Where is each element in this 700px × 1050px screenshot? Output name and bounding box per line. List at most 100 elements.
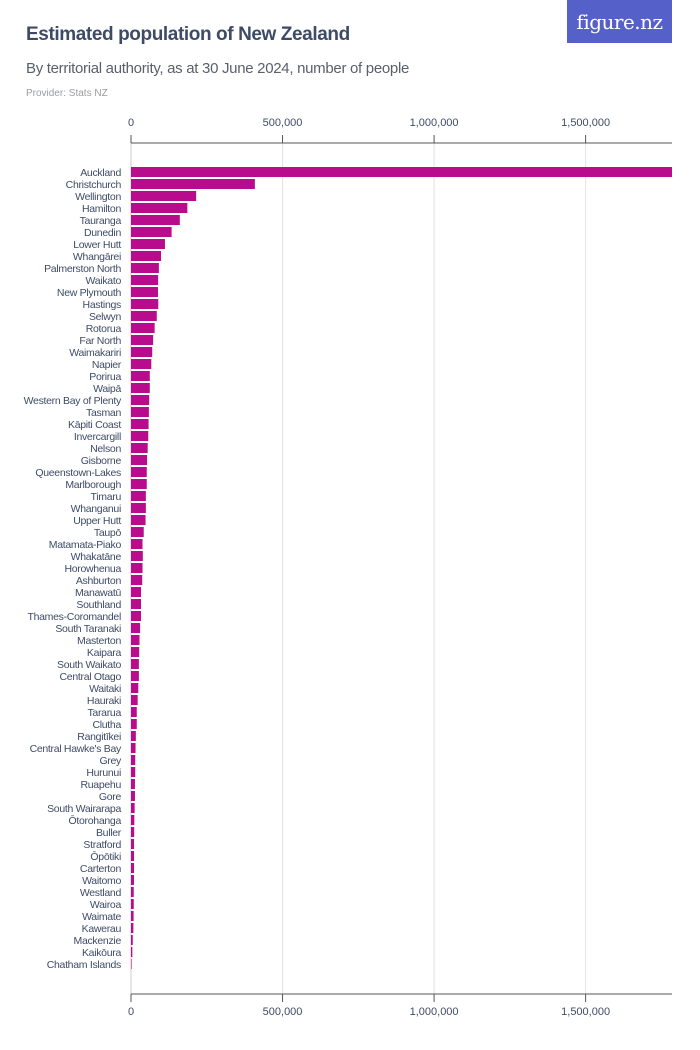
bar <box>131 815 135 825</box>
category-label: Selwyn <box>89 311 122 323</box>
x-tick-label-bottom: 1,500,000 <box>561 1006 610 1018</box>
category-label: Chatham Islands <box>47 959 121 971</box>
x-tick-label-bottom: 500,000 <box>263 1006 303 1018</box>
category-label: Tauranga <box>80 215 122 227</box>
category-label: Waikato <box>86 275 122 287</box>
bar <box>131 659 139 669</box>
chart-subtitle: By territorial authority, as at 30 June … <box>26 60 410 77</box>
category-label: Kaikōura <box>82 947 122 959</box>
category-label: Hurunui <box>86 767 121 779</box>
x-tick-label-top: 500,000 <box>263 117 303 129</box>
category-label: Kaipara <box>87 647 122 659</box>
bar <box>131 503 146 513</box>
category-label: Clutha <box>92 719 121 731</box>
category-label: Waipā <box>93 383 121 395</box>
category-label: Matamata-Piako <box>49 539 122 551</box>
category-label: Westland <box>80 887 122 899</box>
bar <box>131 779 135 789</box>
category-label: Whanganui <box>71 503 121 515</box>
category-label: Invercargill <box>74 431 121 443</box>
bar <box>131 395 150 405</box>
bar <box>131 947 133 957</box>
category-label: Hauraki <box>87 695 121 707</box>
bar <box>131 875 134 885</box>
category-label: Hastings <box>83 299 122 311</box>
category-label: South Taranaki <box>55 623 121 635</box>
bar <box>131 899 134 909</box>
category-label: Central Hawke's Bay <box>30 743 122 755</box>
bar <box>131 731 136 741</box>
bar <box>131 263 159 273</box>
category-label: Rotorua <box>86 323 122 335</box>
category-label: Thames-Coromandel <box>27 611 121 623</box>
category-label: Far North <box>79 335 121 347</box>
bar <box>131 551 143 561</box>
category-label: Ruapehu <box>80 779 121 791</box>
bar <box>131 227 172 237</box>
category-label: Whakatāne <box>71 551 122 563</box>
bar <box>131 443 148 453</box>
category-label: South Wairarapa <box>47 803 121 815</box>
bar <box>131 623 141 633</box>
bar <box>131 419 149 429</box>
category-label: Gore <box>99 791 122 803</box>
category-label: Marlborough <box>65 479 121 491</box>
category-label: Nelson <box>90 443 121 455</box>
category-label: Hamilton <box>82 203 121 215</box>
category-label: Tasman <box>86 407 121 419</box>
category-label: Stratford <box>83 839 121 851</box>
bar <box>131 179 255 189</box>
category-label: Palmerston North <box>44 263 121 275</box>
category-label: Wellington <box>75 191 121 203</box>
bar <box>131 359 152 369</box>
category-label: Mackenzie <box>74 935 122 947</box>
category-label: Carterton <box>80 863 122 875</box>
category-label: Ōtorohanga <box>69 815 122 827</box>
category-label: Porirua <box>89 371 121 383</box>
x-tick-label-top: 1,500,000 <box>561 117 610 129</box>
bar <box>131 803 135 813</box>
category-label: Rangitīkei <box>77 731 121 743</box>
category-label: Waitomo <box>82 875 121 887</box>
category-label: Southland <box>76 599 121 611</box>
bar <box>131 611 142 621</box>
category-label: Masterton <box>77 635 121 647</box>
bar <box>131 863 135 873</box>
provider-label: Provider: Stats NZ <box>26 88 108 99</box>
bar <box>131 599 142 609</box>
x-tick-label-bottom: 0 <box>128 1006 134 1018</box>
bar <box>131 791 135 801</box>
x-tick-label-top: 0 <box>128 117 134 129</box>
bar <box>131 839 135 849</box>
bar <box>131 407 149 417</box>
category-label: Kāpiti Coast <box>68 419 121 431</box>
figure-nz-logo[interactable]: figure.nz <box>567 0 672 43</box>
bar <box>131 671 139 681</box>
bar <box>131 923 134 933</box>
bar <box>131 191 197 201</box>
bar <box>131 335 154 345</box>
category-label: Taupō <box>94 527 122 539</box>
category-label: Queenstown-Lakes <box>35 467 121 479</box>
category-label: Gisborne <box>81 455 122 467</box>
category-label: Lower Hutt <box>73 239 121 251</box>
bar <box>131 827 135 837</box>
bar <box>131 887 134 897</box>
bar <box>131 647 140 657</box>
chart-title: Estimated population of New Zealand <box>26 24 350 45</box>
bar <box>131 563 143 573</box>
bar <box>131 239 165 249</box>
category-label: Timaru <box>91 491 122 503</box>
category-label: Kawerau <box>82 923 122 935</box>
bar <box>131 695 138 705</box>
bar <box>131 431 149 441</box>
bar <box>131 311 157 321</box>
bar <box>131 455 148 465</box>
bar <box>131 251 162 261</box>
category-label: Ōpōtiki <box>90 851 121 863</box>
bar <box>131 479 147 489</box>
category-label: Dunedin <box>84 227 121 239</box>
bar <box>131 467 147 477</box>
bar <box>131 911 134 921</box>
category-label: Auckland <box>80 167 121 179</box>
